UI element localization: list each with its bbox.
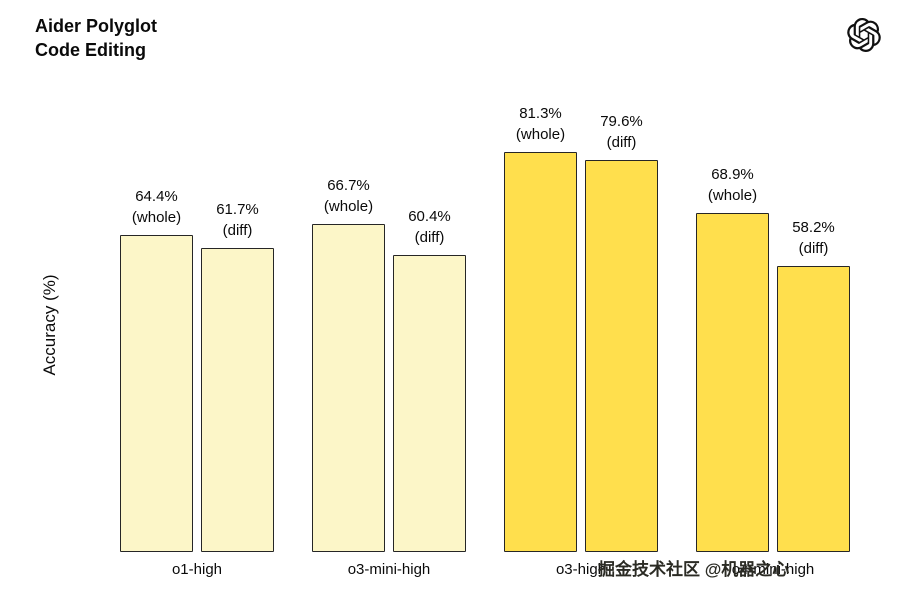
bar-value-label: 66.7% (whole) <box>324 175 373 217</box>
category-label-o3-mini-high: o3-mini-high <box>347 561 431 578</box>
chart-title: Aider Polyglot Code Editing <box>35 14 157 63</box>
bar-group-o3-high: 81.3% (whole) 79.6% (diff) o3-high <box>504 103 658 580</box>
bar-wrap: 81.3% (whole) <box>504 103 577 552</box>
bars-row: 81.3% (whole) 79.6% (diff) <box>504 103 658 552</box>
category-label-o1-high: o1-high <box>171 561 223 578</box>
bar-value-percent: 79.6% <box>600 113 643 130</box>
bar-o4-mini-high-diff <box>777 266 850 552</box>
bar-value-label: 61.7% (diff) <box>216 199 259 241</box>
bar-value-label: 79.6% (diff) <box>600 111 643 153</box>
bar-wrap: 60.4% (diff) <box>393 206 466 552</box>
bar-value-series: (whole) <box>131 209 182 226</box>
bar-value-label: 81.3% (whole) <box>516 103 565 145</box>
bar-o3-mini-high-diff <box>393 255 466 552</box>
bar-value-percent: 68.9% <box>711 166 754 183</box>
chart-title-line1: Aider Polyglot <box>35 16 158 36</box>
bar-value-series: (whole) <box>707 187 758 204</box>
openai-logo-icon <box>847 18 881 53</box>
bar-o1-high-whole <box>120 235 193 552</box>
bar-value-percent: 60.4% <box>408 208 451 225</box>
bar-value-percent: 81.3% <box>519 105 562 122</box>
chart-title-line2: Code Editing <box>35 40 146 61</box>
bar-o3-mini-high-whole <box>312 224 385 552</box>
watermark-text: 掘金技术社区 @机器之心 <box>598 560 790 579</box>
bar-wrap: 66.7% (whole) <box>312 175 385 552</box>
bar-wrap: 64.4% (whole) <box>120 186 193 552</box>
bars-row: 64.4% (whole) 61.7% (diff) <box>120 186 274 552</box>
bar-value-percent: 64.4% <box>135 188 178 205</box>
category-label-o3-high: o3-high <box>555 561 607 578</box>
bar-o3-high-whole <box>504 152 577 552</box>
bar-value-series: (diff) <box>606 134 637 151</box>
bar-wrap: 58.2% (diff) <box>777 217 850 552</box>
bar-value-series: (whole) <box>515 126 566 143</box>
bar-o1-high-diff <box>201 248 274 552</box>
bar-value-series: (diff) <box>798 240 829 257</box>
bar-wrap: 68.9% (whole) <box>696 164 769 552</box>
bar-o4-mini-high-whole <box>696 213 769 552</box>
bar-value-label: 60.4% (diff) <box>408 206 451 248</box>
bar-o3-high-diff <box>585 160 658 552</box>
bar-value-label: 58.2% (diff) <box>792 217 835 259</box>
bars-row: 68.9% (whole) 58.2% (diff) <box>696 164 850 552</box>
bar-value-percent: 61.7% <box>216 201 259 218</box>
bar-group-o3-mini-high: 66.7% (whole) 60.4% (diff) o3-mini-high <box>312 175 466 580</box>
bar-group-o1-high: 64.4% (whole) 61.7% (diff) o1-high <box>120 186 274 580</box>
bar-value-label: 64.4% (whole) <box>132 186 181 228</box>
bar-group-o4-mini-high: 68.9% (whole) 58.2% (diff) o4-mini-high <box>696 164 850 580</box>
bar-value-percent: 66.7% <box>327 177 370 194</box>
bar-wrap: 61.7% (diff) <box>201 199 274 552</box>
bar-value-label: 68.9% (whole) <box>708 164 757 206</box>
bar-value-percent: 58.2% <box>792 219 835 236</box>
category-label-o4-mini-high: o4-mini-high <box>731 561 815 578</box>
plot-area: 64.4% (whole) 61.7% (diff) o1-high 66.7% (whol… <box>120 103 850 580</box>
bar-value-series: (diff) <box>414 229 445 246</box>
bars-row: 66.7% (whole) 60.4% (diff) <box>312 175 466 552</box>
bar-value-series: (whole) <box>323 198 374 215</box>
bar-wrap: 79.6% (diff) <box>585 111 658 552</box>
y-axis-label: Accuracy (%) <box>40 274 59 376</box>
bar-value-series: (diff) <box>222 222 253 239</box>
